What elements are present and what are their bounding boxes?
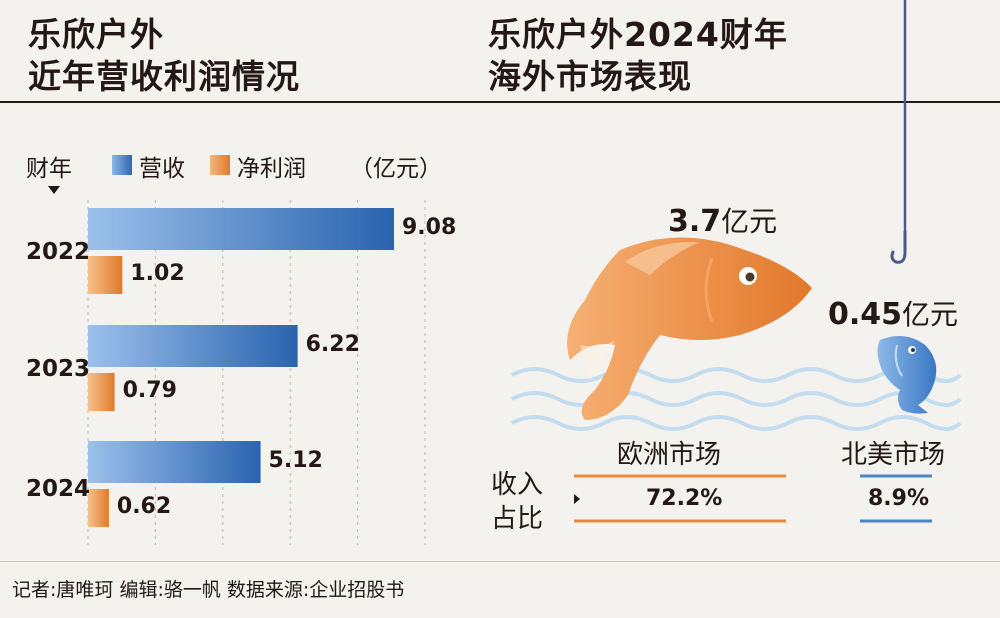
revenue-bar-2023 [88, 325, 298, 367]
category-label: 财年 [26, 156, 72, 182]
revenue-bar-2022 [88, 208, 394, 250]
right-title-line-2: 海外市场表现 [488, 57, 692, 96]
tick-label-2024: 2024 [26, 476, 91, 502]
footer-divider [0, 561, 1000, 562]
right-title: 乐欣户外2024财年 海外市场表现 [488, 14, 788, 98]
north-america-revenue-unit: 亿元 [902, 298, 959, 331]
share-label: 收入 占比 [491, 468, 543, 536]
title-divider [0, 101, 1000, 103]
footer-credits: 记者:唐唯珂 编辑:骆一帆 数据来源:企业招股书 [12, 579, 405, 601]
caret-right-icon [574, 494, 580, 504]
north-america-revenue: 0.45亿元 [828, 293, 958, 333]
europe-market-label: 欧洲市场 [617, 440, 722, 470]
caret-down-icon [48, 186, 60, 194]
bars [88, 208, 394, 527]
data-label-net-profit-2024: 0.62 [116, 494, 172, 519]
north-america-fish-icon [877, 336, 937, 414]
europe-revenue-unit: 亿元 [721, 205, 778, 238]
data-label-revenue-2022: 9.08 [401, 215, 457, 240]
right-title-line-1: 乐欣户外2024财年 [488, 15, 788, 54]
legend-label-net-profit: 净利润 [237, 156, 306, 182]
revenue-bar-2024 [88, 441, 261, 483]
unit-label: （亿元） [350, 156, 442, 182]
europe-revenue-number: 3.7 [668, 204, 722, 239]
net-profit-bar-2023 [88, 373, 115, 411]
left-title-line-2: 近年营收利润情况 [28, 57, 300, 96]
left-title: 乐欣户外 近年营收利润情况 [28, 14, 300, 98]
north-america-market-label: 北美市场 [841, 440, 946, 470]
net-profit-bar-2024 [88, 489, 109, 527]
share-label-line-2: 占比 [491, 504, 544, 534]
legend-swatch-revenue [112, 155, 132, 175]
north-america-share-value: 8.9% [868, 486, 930, 511]
europe-fish-icon [567, 237, 812, 420]
share-lines [574, 474, 932, 523]
fish-hook-icon [890, 230, 907, 264]
north-america-revenue-number: 0.45 [828, 297, 903, 332]
legend-swatch-net-profit [210, 155, 230, 175]
tick-label-2022: 2022 [26, 239, 91, 265]
net-profit-bar-2022 [88, 256, 123, 294]
legend-label-revenue: 营收 [139, 156, 185, 182]
data-label-net-profit-2023: 0.79 [122, 378, 177, 403]
tick-label-2023: 2023 [26, 356, 91, 382]
europe-share-value: 72.2% [646, 486, 723, 511]
data-label-net-profit-2022: 1.02 [130, 261, 185, 286]
data-label-revenue-2024: 5.12 [268, 448, 323, 473]
share-label-line-1: 收入 [491, 470, 544, 500]
left-title-line-1: 乐欣户外 [28, 15, 164, 54]
data-label-revenue-2023: 6.22 [305, 332, 360, 357]
europe-revenue: 3.7亿元 [668, 200, 777, 240]
